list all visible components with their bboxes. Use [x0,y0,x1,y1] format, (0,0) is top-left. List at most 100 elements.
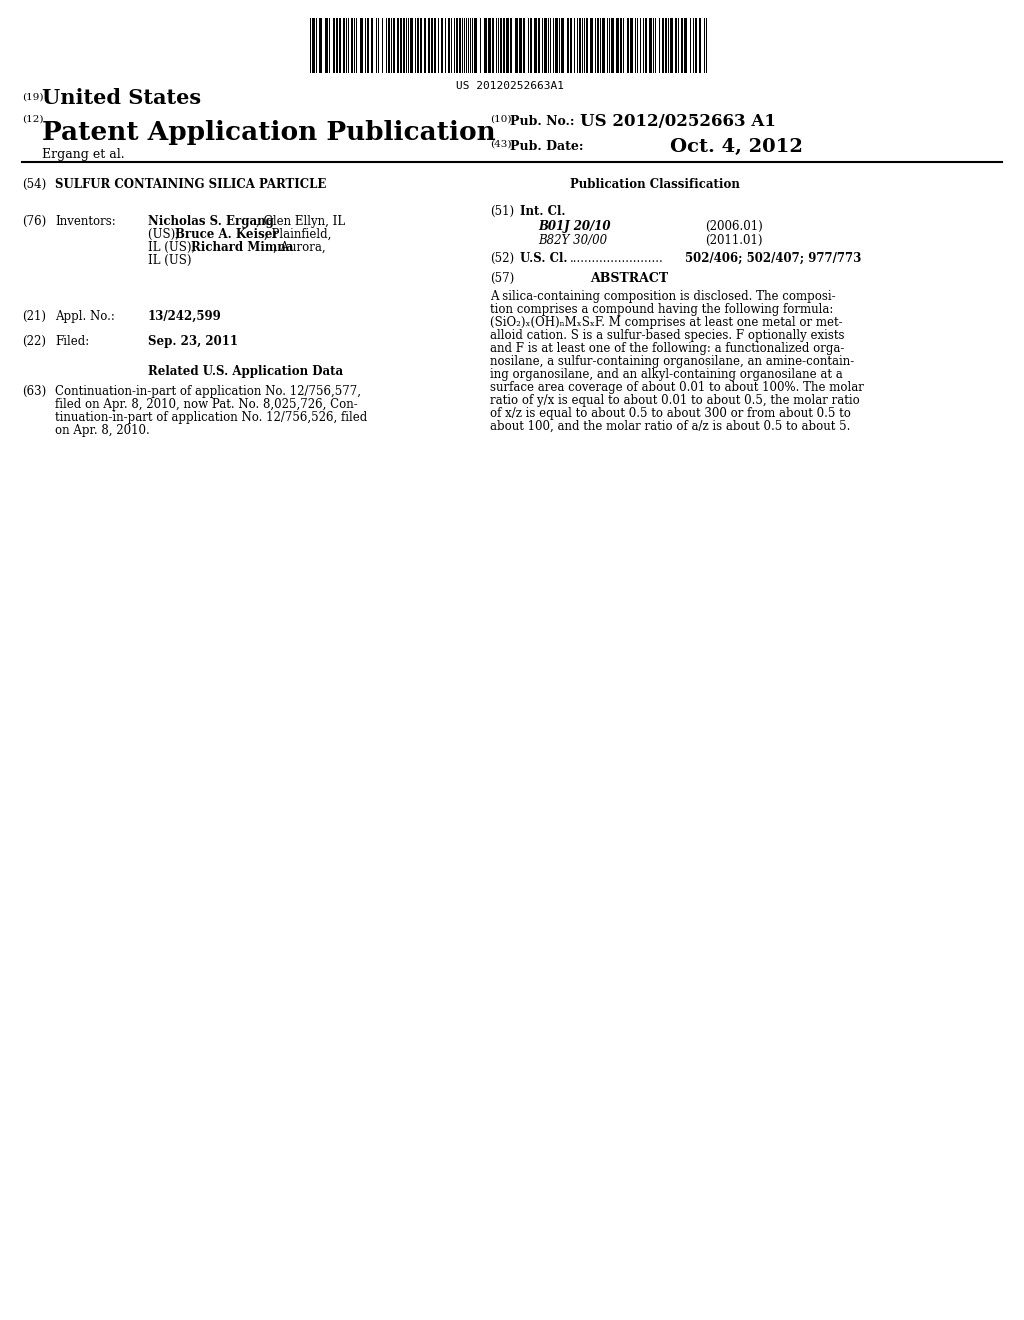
Text: (10): (10) [490,115,512,124]
Text: B01J 20/10: B01J 20/10 [538,220,610,234]
Bar [523,18,525,73]
Text: about 100, and the molar ratio of a/z is about 0.5 to about 5.: about 100, and the molar ratio of a/z is… [490,420,850,433]
Text: (51): (51) [490,205,514,218]
Text: IL (US);: IL (US); [148,242,200,253]
Text: Ergang et al.: Ergang et al. [42,148,125,161]
Text: (2006.01): (2006.01) [705,220,763,234]
Bar [616,18,618,73]
Bar [410,18,413,73]
Text: tinuation-in-part of application No. 12/756,526, filed: tinuation-in-part of application No. 12/… [55,411,368,424]
Bar [424,18,426,73]
Text: 13/242,599: 13/242,599 [148,310,222,323]
Text: Oct. 4, 2012: Oct. 4, 2012 [670,139,803,156]
Bar [699,18,701,73]
Text: Pub. No.:: Pub. No.: [510,115,574,128]
Bar [555,18,558,73]
Text: filed on Apr. 8, 2010, now Pat. No. 8,025,726, Con-: filed on Apr. 8, 2010, now Pat. No. 8,02… [55,399,357,411]
Text: Richard Mimna: Richard Mimna [191,242,293,253]
Bar [420,18,422,73]
Text: (2011.01): (2011.01) [705,234,763,247]
Bar [670,18,673,73]
Text: United States: United States [42,88,201,108]
Bar [611,18,614,73]
Bar [492,18,494,73]
Text: U.S. Cl.: U.S. Cl. [520,252,567,265]
Text: Filed:: Filed: [55,335,89,348]
Text: alloid cation. S is a sulfur-based species. F optionally exists: alloid cation. S is a sulfur-based speci… [490,329,845,342]
Text: (52): (52) [490,252,514,265]
Bar [503,18,505,73]
Bar [360,18,362,73]
Text: Bruce A. Keiser: Bruce A. Keiser [175,228,279,242]
Bar [630,18,633,73]
Text: Pub. Date:: Pub. Date: [510,140,584,153]
Bar [500,18,502,73]
Text: (63): (63) [22,385,46,399]
Bar [519,18,522,73]
Bar [484,18,487,73]
Text: (43): (43) [490,140,512,149]
Text: on Apr. 8, 2010.: on Apr. 8, 2010. [55,424,150,437]
Bar [649,18,652,73]
Text: (57): (57) [490,272,514,285]
Bar [695,18,697,73]
Text: Nicholas S. Ergang: Nicholas S. Ergang [148,215,273,228]
Bar [579,18,581,73]
Bar [459,18,461,73]
Bar [388,18,390,73]
Text: (22): (22) [22,335,46,348]
Bar [570,18,572,73]
Bar [351,18,353,73]
Text: Int. Cl.: Int. Cl. [520,205,565,218]
Bar [367,18,369,73]
Bar [510,18,512,73]
Bar [645,18,647,73]
Bar [627,18,629,73]
Text: , Plainfield,: , Plainfield, [264,228,332,242]
Bar [567,18,569,73]
Bar [662,18,664,73]
Bar [530,18,532,73]
Text: nosilane, a sulfur-containing organosilane, an amine-contain-: nosilane, a sulfur-containing organosila… [490,355,854,368]
Text: tion comprises a compound having the following formula:: tion comprises a compound having the fol… [490,304,834,315]
Bar [431,18,433,73]
Bar [428,18,430,73]
Text: Appl. No.:: Appl. No.: [55,310,115,323]
Text: (76): (76) [22,215,46,228]
Text: A silica-containing composition is disclosed. The composi-: A silica-containing composition is discl… [490,290,836,304]
Text: (US);: (US); [148,228,183,242]
Bar [506,18,509,73]
Text: (SiO₂)ₓ(OH)ₙMₓSₓF. M comprises at least one metal or met-: (SiO₂)ₓ(OH)ₙMₓSₓF. M comprises at least … [490,315,843,329]
Text: , Aurora,: , Aurora, [273,242,326,253]
Bar [561,18,564,73]
Bar [434,18,436,73]
Bar [336,18,338,73]
Bar [544,18,547,73]
Bar [441,18,443,73]
Text: Related U.S. Application Data: Related U.S. Application Data [148,366,343,378]
Bar [325,18,328,73]
Text: and F is at least one of the following: a functionalized orga-: and F is at least one of the following: … [490,342,845,355]
Text: Sep. 23, 2011: Sep. 23, 2011 [148,335,238,348]
Bar [538,18,540,73]
Bar [343,18,345,73]
Bar [488,18,490,73]
Bar [684,18,687,73]
Bar [675,18,677,73]
Text: , Glen Ellyn, IL: , Glen Ellyn, IL [256,215,345,228]
Bar [371,18,373,73]
Text: US 20120252663A1: US 20120252663A1 [456,81,564,91]
Text: Publication Classification: Publication Classification [570,178,740,191]
Text: SULFUR CONTAINING SILICA PARTICLE: SULFUR CONTAINING SILICA PARTICLE [55,178,327,191]
Text: ABSTRACT: ABSTRACT [590,272,668,285]
Bar [597,18,599,73]
Text: 502/406; 502/407; 977/773: 502/406; 502/407; 977/773 [685,252,861,265]
Bar [333,18,335,73]
Bar [319,18,322,73]
Text: IL (US): IL (US) [148,253,191,267]
Text: (19): (19) [22,92,43,102]
Text: surface area coverage of about 0.01 to about 100%. The molar: surface area coverage of about 0.01 to a… [490,381,864,393]
Text: ing organosilane, and an alkyl-containing organosilane at a: ing organosilane, and an alkyl-containin… [490,368,843,381]
Bar [393,18,395,73]
Text: B82Y 30/00: B82Y 30/00 [538,234,607,247]
